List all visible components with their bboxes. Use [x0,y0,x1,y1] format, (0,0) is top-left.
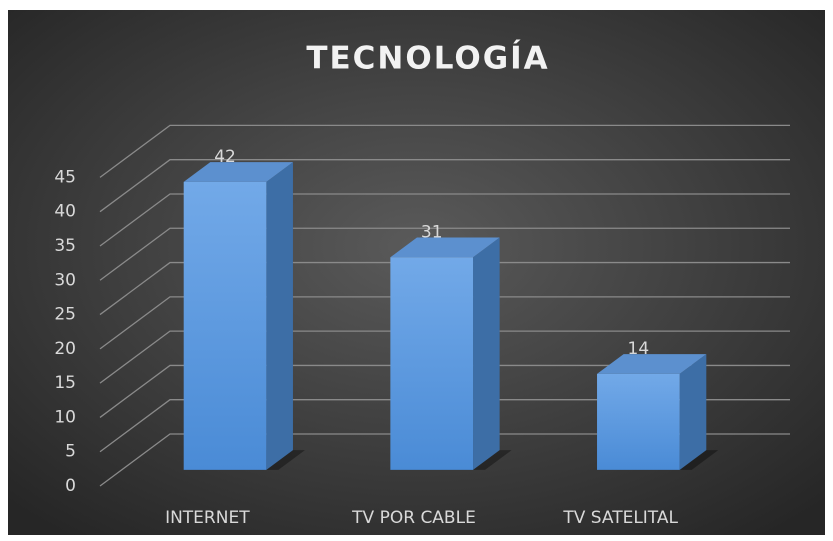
bar-front [597,373,680,470]
grid-line [99,330,790,384]
grid-line [99,296,790,350]
bar-side [266,162,293,470]
bar-front [183,181,267,470]
data-label: 42 [214,147,236,167]
grid-line [99,193,790,247]
bar [597,354,719,470]
data-label: 31 [421,222,443,242]
chart-title: TECNOLOGÍA [306,41,549,77]
x-tick-label: TV POR CABLE [351,508,476,528]
bar [390,237,512,470]
grid-line [99,364,790,418]
grid-line [99,227,790,281]
bar-top [597,354,707,374]
data-label: 14 [628,339,650,359]
bar-front [390,257,474,470]
y-tick-label: 5 [65,442,76,462]
grid-line [99,124,790,178]
grid-line [99,261,790,316]
y-tick-label: 35 [54,236,76,256]
grid-line [99,399,790,453]
bar-top [183,162,293,182]
bar [183,162,305,470]
bar-side [473,237,500,470]
grid-line [99,159,790,213]
y-tick-label: 20 [54,339,76,359]
y-tick-label: 45 [54,167,76,187]
y-tick-label: 10 [54,407,76,427]
y-tick-label: 0 [65,476,76,496]
bar-top [390,237,500,258]
y-tick-label: 15 [54,373,76,393]
x-tick-label: TV SATELITAL [562,508,678,528]
y-tick-label: 40 [54,202,76,222]
y-tick-label: 30 [54,270,76,290]
x-tick-label: INTERNET [165,508,250,528]
bar-side [679,354,707,470]
y-tick-label: 25 [54,305,76,325]
grid-line [99,433,790,487]
